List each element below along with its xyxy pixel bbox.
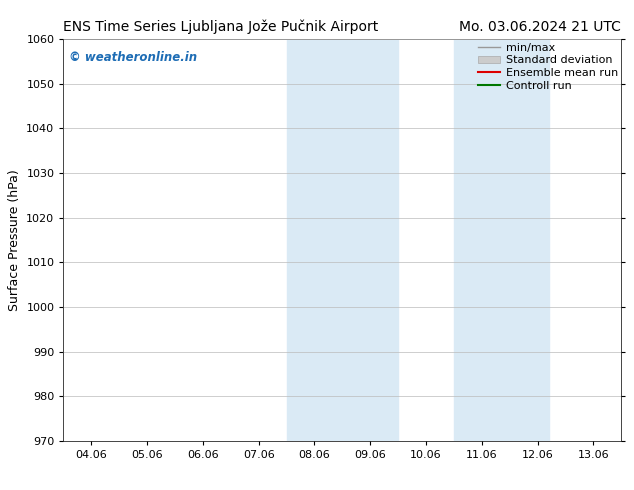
Text: ENS Time Series Ljubljana Jože Pučnik Airport: ENS Time Series Ljubljana Jože Pučnik Ai… xyxy=(63,20,378,34)
Text: Mo. 03.06.2024 21 UTC: Mo. 03.06.2024 21 UTC xyxy=(460,20,621,34)
Legend: min/max, Standard deviation, Ensemble mean run, Controll run: min/max, Standard deviation, Ensemble me… xyxy=(478,43,618,91)
Text: © weatheronline.in: © weatheronline.in xyxy=(69,51,197,64)
Bar xyxy=(287,39,398,441)
Bar xyxy=(454,39,549,441)
Y-axis label: Surface Pressure (hPa): Surface Pressure (hPa) xyxy=(8,169,21,311)
